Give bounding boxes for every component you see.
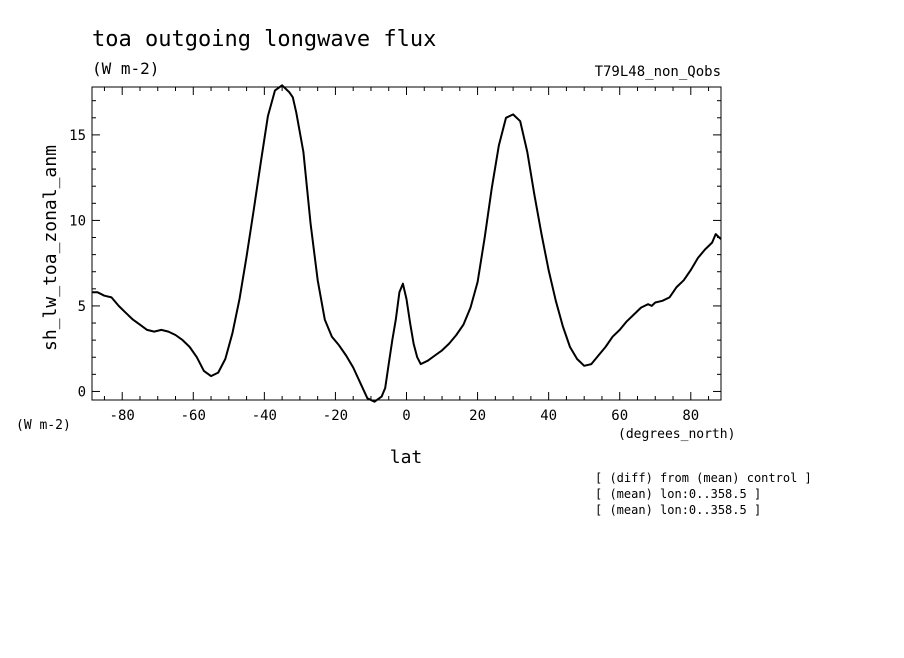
x-tick-labels: -80 -60 -40 -20 0 20 40 60 80: [110, 408, 700, 424]
y-tick-label: 5: [78, 299, 86, 315]
x-tick-label: 40: [540, 408, 557, 424]
x-tick-label: -60: [181, 408, 206, 424]
x-tick-label: -40: [252, 408, 277, 424]
x-tick-label: 20: [469, 408, 486, 424]
x-tick-label: -80: [110, 408, 135, 424]
tick-marks: [92, 87, 721, 400]
y-units-label: (W m-2): [16, 418, 71, 433]
x-axis-label: lat: [390, 447, 423, 468]
y-tick-label: 0: [78, 384, 86, 400]
x-tick-label: 0: [402, 408, 410, 424]
plot-frame: [91, 86, 722, 401]
y-tick-label: 10: [69, 213, 86, 229]
run-label: T79L48_non_Qobs: [595, 64, 721, 80]
annotation-3: [ (mean) lon:0..358.5 ]: [595, 503, 761, 517]
x-tick-label: 80: [682, 408, 699, 424]
annotation-2: [ (mean) lon:0..358.5 ]: [595, 487, 761, 501]
series-line: [92, 84, 722, 403]
y-tick-label: 15: [69, 128, 86, 144]
x-tick-label: 60: [611, 408, 628, 424]
x-tick-label: -20: [323, 408, 348, 424]
y-tick-labels: 0 5 10 15: [69, 128, 86, 401]
chart-title: toa outgoing longwave flux: [92, 27, 436, 52]
y-axis-label: sh_lw_toa_zonal_anm: [40, 145, 61, 351]
x-units-label: (degrees_north): [618, 427, 735, 442]
annotation-1: [ (diff) from (mean) control ]: [595, 471, 812, 485]
units-label-top: (W m-2): [92, 59, 159, 78]
